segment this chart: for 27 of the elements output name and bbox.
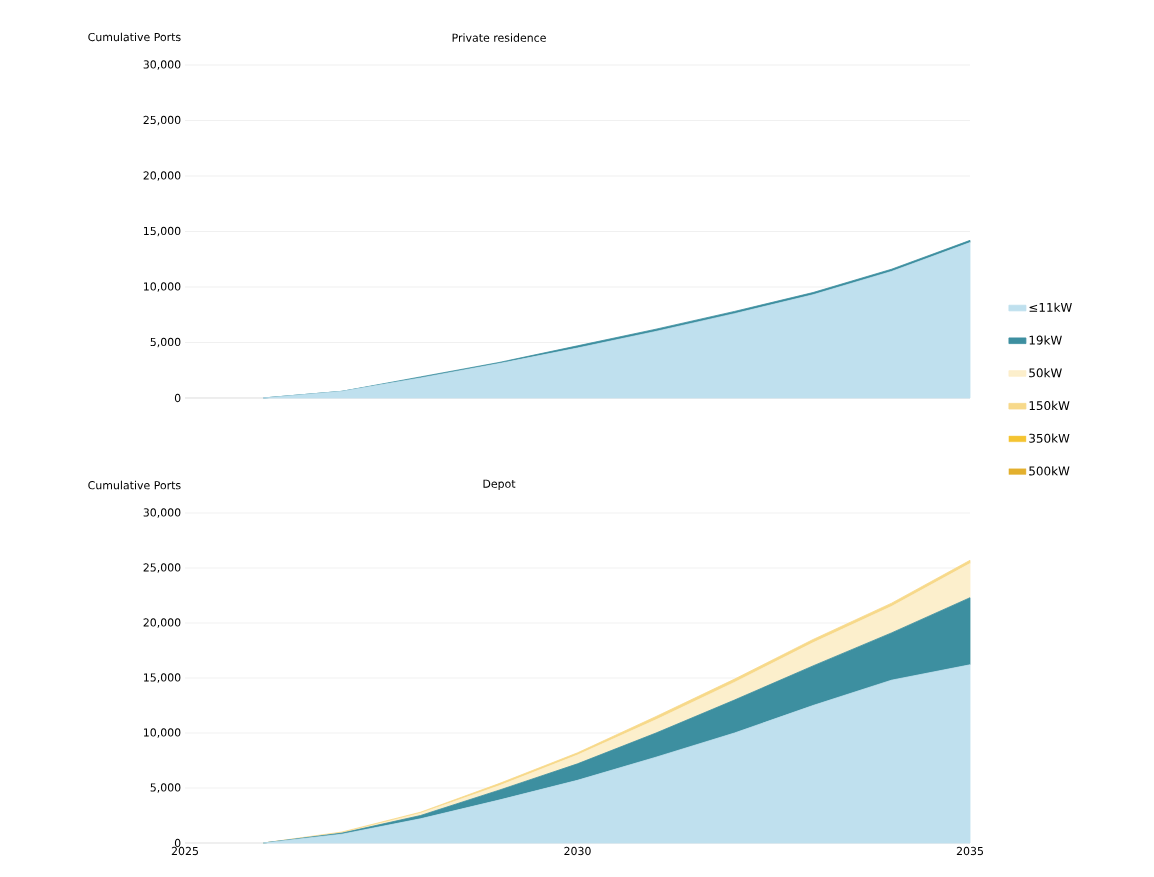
- x-tick-label: 2035: [956, 846, 983, 856]
- y-tick-label: 20,000: [143, 171, 181, 181]
- chart-title: Depot: [483, 479, 516, 490]
- y-tick-label: 25,000: [143, 563, 181, 573]
- y-tick-label: 30,000: [143, 60, 181, 70]
- legend-label: 500kW: [1029, 466, 1070, 476]
- y-axis-title: Cumulative Ports: [88, 480, 181, 490]
- y-tick-label: 15,000: [144, 673, 181, 683]
- y-tick-label: 10,000: [144, 282, 181, 292]
- y-tick-label: 5,000: [150, 783, 181, 793]
- legend-label: 50kW: [1029, 368, 1062, 378]
- x-tick-label: 2030: [564, 846, 591, 856]
- chart-title: Private residence: [452, 33, 546, 42]
- y-tick-label: 10,000: [144, 728, 181, 738]
- x-tick-label: 2025: [171, 846, 198, 856]
- legend-label: 350kW: [1029, 433, 1070, 443]
- y-tick-label: 15,000: [144, 226, 181, 237]
- legend-label: 19kW: [1029, 335, 1062, 345]
- y-tick-label: 5,000: [150, 337, 181, 348]
- legend-label: 150kW: [1029, 400, 1070, 411]
- y-tick-label: 0: [174, 838, 181, 848]
- y-tick-label: 0: [174, 393, 181, 403]
- y-tick-label: 25,000: [143, 115, 181, 126]
- y-tick-label: 20,000: [143, 618, 181, 628]
- y-axis-title: Cumulative Ports: [88, 32, 181, 42]
- legend-label: ≤11kW: [1029, 302, 1072, 312]
- y-tick-label: 30,000: [143, 508, 181, 518]
